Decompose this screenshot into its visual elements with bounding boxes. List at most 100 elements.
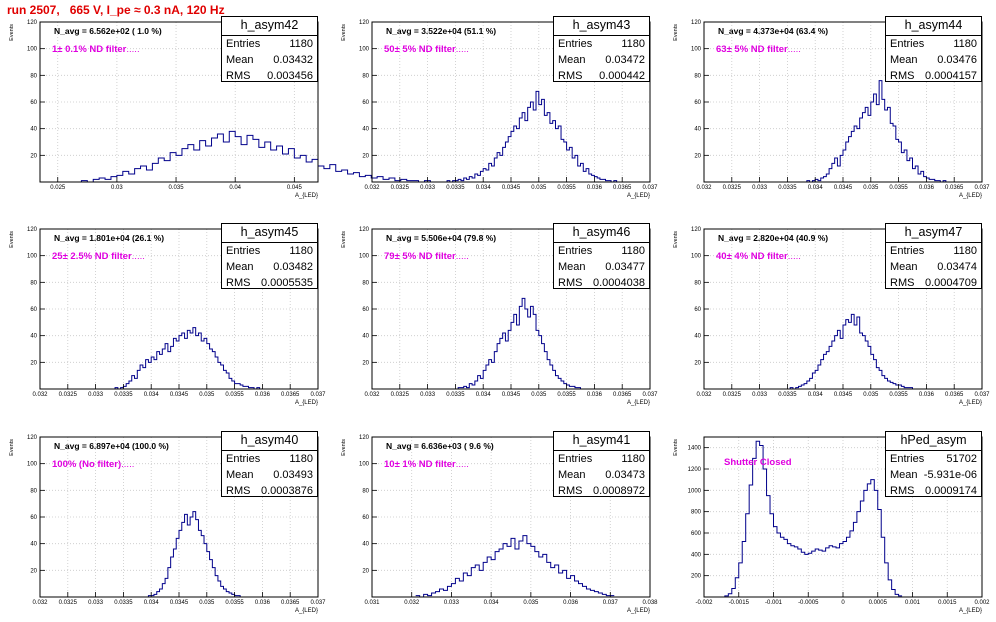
stats-box-title: h_asym46 — [554, 224, 649, 243]
x-tick-label: 0.0365 — [281, 600, 300, 606]
stats-row-mean: Mean 0.03474 — [886, 259, 981, 275]
x-tick-label: 0.0335 — [114, 600, 133, 606]
x-tick-label: 0.033 — [88, 600, 104, 606]
x-tick-label: 0.034 — [144, 392, 160, 398]
x-tick-label: 0.0355 — [557, 185, 576, 191]
y-tick-label: 20 — [362, 153, 369, 159]
y-tick-label: 100 — [691, 254, 702, 260]
y-tick-label: 40 — [30, 334, 37, 340]
x-tick-label: 0.0365 — [613, 185, 632, 191]
stats-key: RMS — [226, 70, 251, 82]
stats-box-title: h_asym44 — [886, 17, 981, 36]
stats-key: Entries — [226, 245, 261, 257]
histogram-svg: 0.032 0.0325 0.033 0.0335 0.034 0.0345 0.035 0.… — [341, 227, 658, 406]
y-tick-label: 60 — [694, 307, 701, 313]
stats-row-rms: RMS 0.0005535 — [222, 275, 317, 291]
x-tick-label: 0.034 — [808, 392, 824, 398]
y-tick-label: 100 — [27, 47, 38, 53]
x-tick-label: 0.04 — [229, 185, 241, 191]
x-tick-label: 0.0345 — [170, 392, 189, 398]
stats-value: 1180 — [953, 38, 977, 50]
x-tick-label: 0.0355 — [889, 185, 908, 191]
y-tick-label: 120 — [691, 227, 702, 233]
navg-label: N_avg = 6.562e+02 ( 1.0 %) — [54, 26, 162, 36]
x-tick-label: 0.0335 — [778, 185, 797, 191]
stats-key: Entries — [226, 38, 261, 50]
stats-row-mean: Mean 0.03472 — [554, 52, 649, 68]
x-tick-label: 0.0355 — [557, 392, 576, 398]
histogram-panel-h_asym47: 0.032 0.0325 0.033 0.0335 0.034 0.0345 0.035 0.… — [664, 207, 996, 414]
stats-value: 0.0003876 — [261, 485, 313, 497]
stats-key: Entries — [558, 453, 593, 465]
stats-row-rms: RMS 0.0004709 — [886, 275, 981, 291]
filter-label: 40± 4% ND filter..... — [716, 251, 801, 262]
y-tick-label: 100 — [359, 462, 370, 468]
x-tick-label: 0.037 — [974, 392, 990, 398]
x-tick-label: 0.0355 — [225, 600, 244, 606]
stats-row-rms: RMS 0.0008972 — [554, 483, 649, 499]
x-tick-label: 0.0325 — [723, 392, 742, 398]
x-tick-label: 0.0365 — [945, 185, 964, 191]
y-tick-label: 80 — [694, 280, 701, 286]
stats-key: Mean — [226, 469, 254, 481]
filter-text: 40± 4% ND filter — [716, 251, 788, 262]
y-axis-label: Events — [341, 231, 347, 248]
filter-text: 50± 5% ND filter — [384, 44, 456, 55]
stats-value: 0.03472 — [605, 54, 645, 66]
y-tick-label: 80 — [30, 280, 37, 286]
y-tick-label: 120 — [27, 227, 38, 233]
x-tick-label: 0.0335 — [446, 392, 465, 398]
y-tick-label: 120 — [359, 435, 370, 441]
stats-key: Mean — [558, 261, 586, 273]
filter-label: 63± 5% ND filter..... — [716, 44, 801, 55]
y-tick-label: 1000 — [688, 488, 702, 494]
navg-label: N_avg = 4.373e+04 (63.4 %) — [718, 26, 829, 36]
x-tick-label: 0.035 — [199, 392, 215, 398]
stats-box-title: h_asym47 — [886, 224, 981, 243]
filter-text: 10± 1% ND filter — [384, 459, 456, 470]
x-tick-label: 0.034 — [484, 600, 500, 606]
stats-key: RMS — [558, 70, 583, 82]
filter-text: 100% (No filter) — [52, 459, 122, 470]
stats-row-mean: Mean 0.03476 — [886, 52, 981, 68]
stats-box: h_asym47 Entries 1180 Mean 0.03474 RMS 0.00047… — [885, 223, 982, 289]
navg-label: N_avg = 6.636e+03 ( 9.6 %) — [386, 441, 494, 451]
stats-value: 1180 — [621, 38, 645, 50]
stats-key: RMS — [558, 485, 583, 497]
x-tick-label: 0.037 — [974, 185, 990, 191]
y-tick-label: 20 — [362, 568, 369, 574]
y-tick-label: 40 — [30, 127, 37, 133]
histogram-panel-hPed_asym: -0.002 -0.0015 -0.001 -0.0005 0 0.0005 0.001 0.… — [664, 415, 996, 622]
stats-key: RMS — [226, 485, 251, 497]
y-tick-label: 100 — [359, 254, 370, 260]
stats-key: Entries — [890, 453, 925, 465]
x-tick-label: 0.0015 — [938, 600, 957, 606]
x-axis-label: A_{LED} — [959, 193, 982, 199]
stats-key: RMS — [890, 485, 915, 497]
x-tick-label: 0.034 — [476, 392, 492, 398]
stats-key: RMS — [558, 277, 583, 289]
stats-row-rms: RMS 0.003456 — [222, 68, 317, 84]
y-tick-label: 100 — [359, 47, 370, 53]
filter-label: 1± 0.1% ND filter..... — [52, 44, 140, 55]
histogram-line — [787, 313, 916, 390]
stats-value: 0.03476 — [937, 54, 977, 66]
stats-row-entries: Entries 1180 — [554, 36, 649, 52]
navg-label: N_avg = 5.506e+04 (79.8 %) — [386, 233, 497, 243]
y-axis-label: Events — [9, 439, 15, 456]
x-tick-label: 0.0365 — [281, 392, 300, 398]
x-tick-label: 0.032 — [32, 392, 48, 398]
stats-key: Mean — [558, 54, 586, 66]
x-tick-label: 0.0345 — [502, 185, 521, 191]
annotation-label: Shutter Closed — [724, 457, 792, 468]
stats-row-entries: Entries 51702 — [886, 451, 981, 467]
stats-value: 0.0005535 — [261, 277, 313, 289]
filter-dots: ..... — [121, 459, 135, 470]
stats-row-entries: Entries 1180 — [554, 243, 649, 259]
stats-row-entries: Entries 1180 — [222, 451, 317, 467]
stats-value: 0.03474 — [937, 261, 977, 273]
y-axis-label: Events — [673, 24, 679, 41]
y-tick-label: 200 — [691, 574, 702, 580]
x-tick-label: 0.0345 — [502, 392, 521, 398]
x-tick-label: 0.037 — [642, 392, 658, 398]
